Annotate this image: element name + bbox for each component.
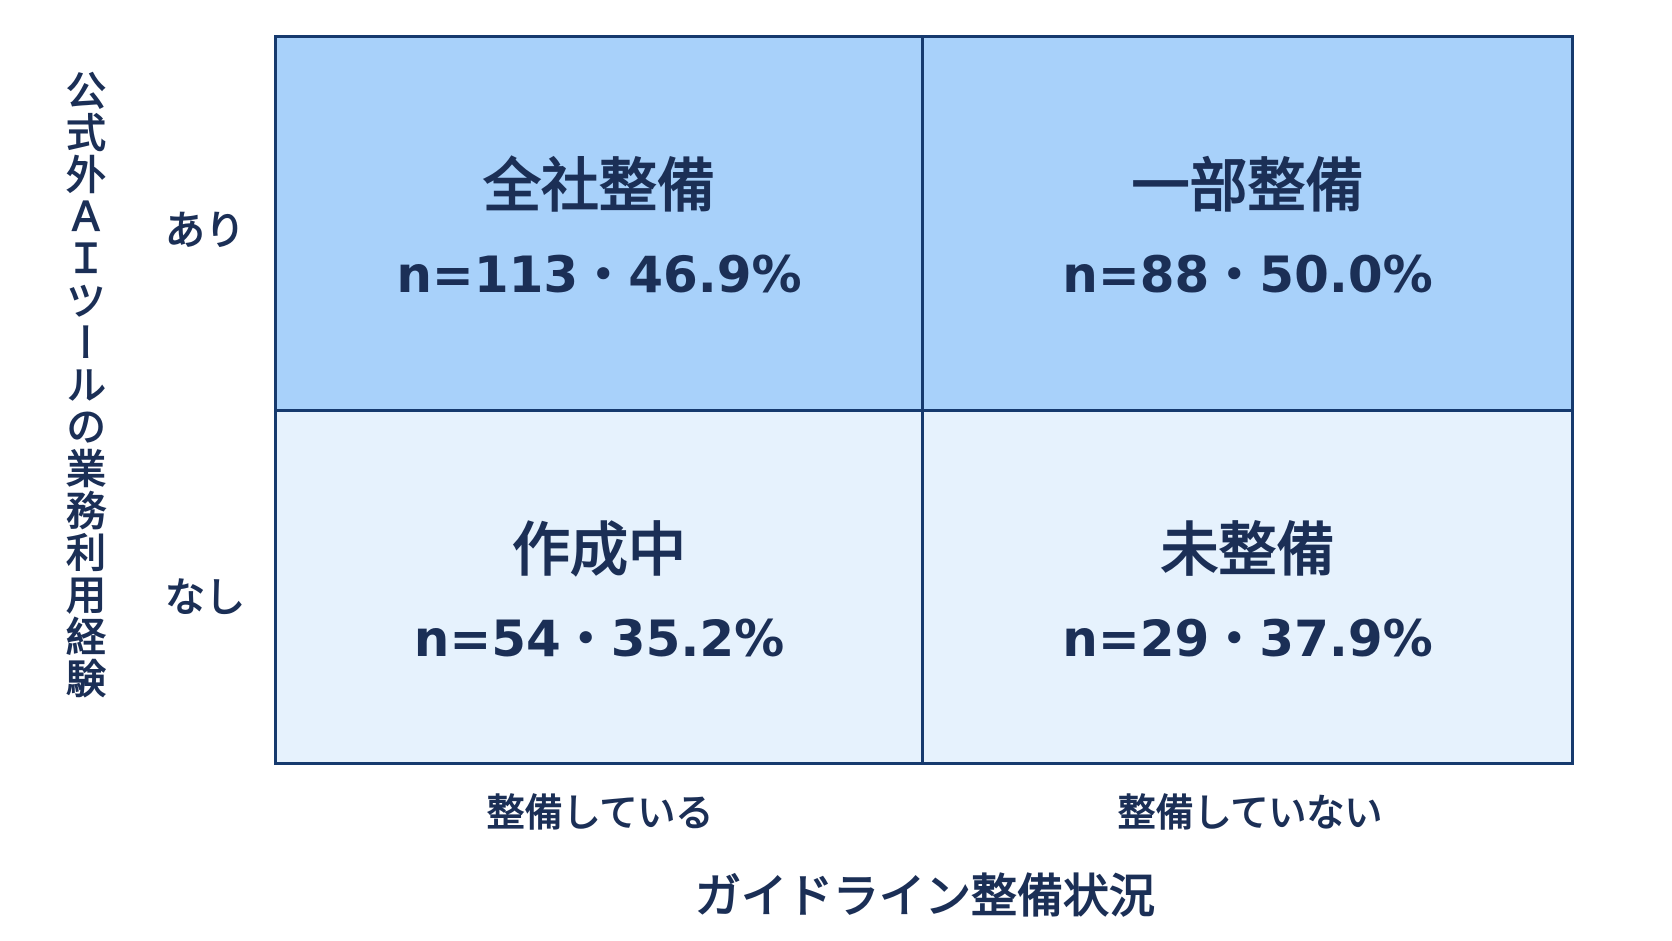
cell: 全社整備 n=113・46.9% bbox=[277, 38, 924, 412]
cell-stat: n=54・35.2% bbox=[413, 609, 785, 668]
cell-label: 未整備 bbox=[1160, 515, 1335, 584]
cell: 一部整備 n=88・50.0% bbox=[924, 38, 1571, 412]
x-axis-title: ガイドライン整備状況 bbox=[695, 869, 1155, 923]
y-axis-title: 公式外ＡＩツールの業務利用経験 bbox=[59, 70, 105, 700]
cell-label: 一部整備 bbox=[1131, 152, 1364, 221]
column-label: 整備していない bbox=[1117, 791, 1383, 835]
cell-label: 全社整備 bbox=[482, 152, 715, 221]
row-label: なし bbox=[165, 575, 245, 621]
column-label: 整備している bbox=[486, 791, 714, 835]
cell-stat: n=113・46.9% bbox=[396, 246, 802, 305]
cell-stat: n=88・50.0% bbox=[1062, 246, 1433, 305]
cell-stat: n=29・37.9% bbox=[1062, 609, 1433, 668]
cell-label: 作成中 bbox=[511, 515, 686, 584]
matrix: 全社整備 n=113・46.9% 一部整備 n=88・50.0% 作成中 n=5… bbox=[274, 35, 1574, 765]
cell: 未整備 n=29・37.9% bbox=[924, 411, 1571, 762]
cell: 作成中 n=54・35.2% bbox=[277, 411, 924, 762]
row-label: あり bbox=[165, 208, 245, 254]
